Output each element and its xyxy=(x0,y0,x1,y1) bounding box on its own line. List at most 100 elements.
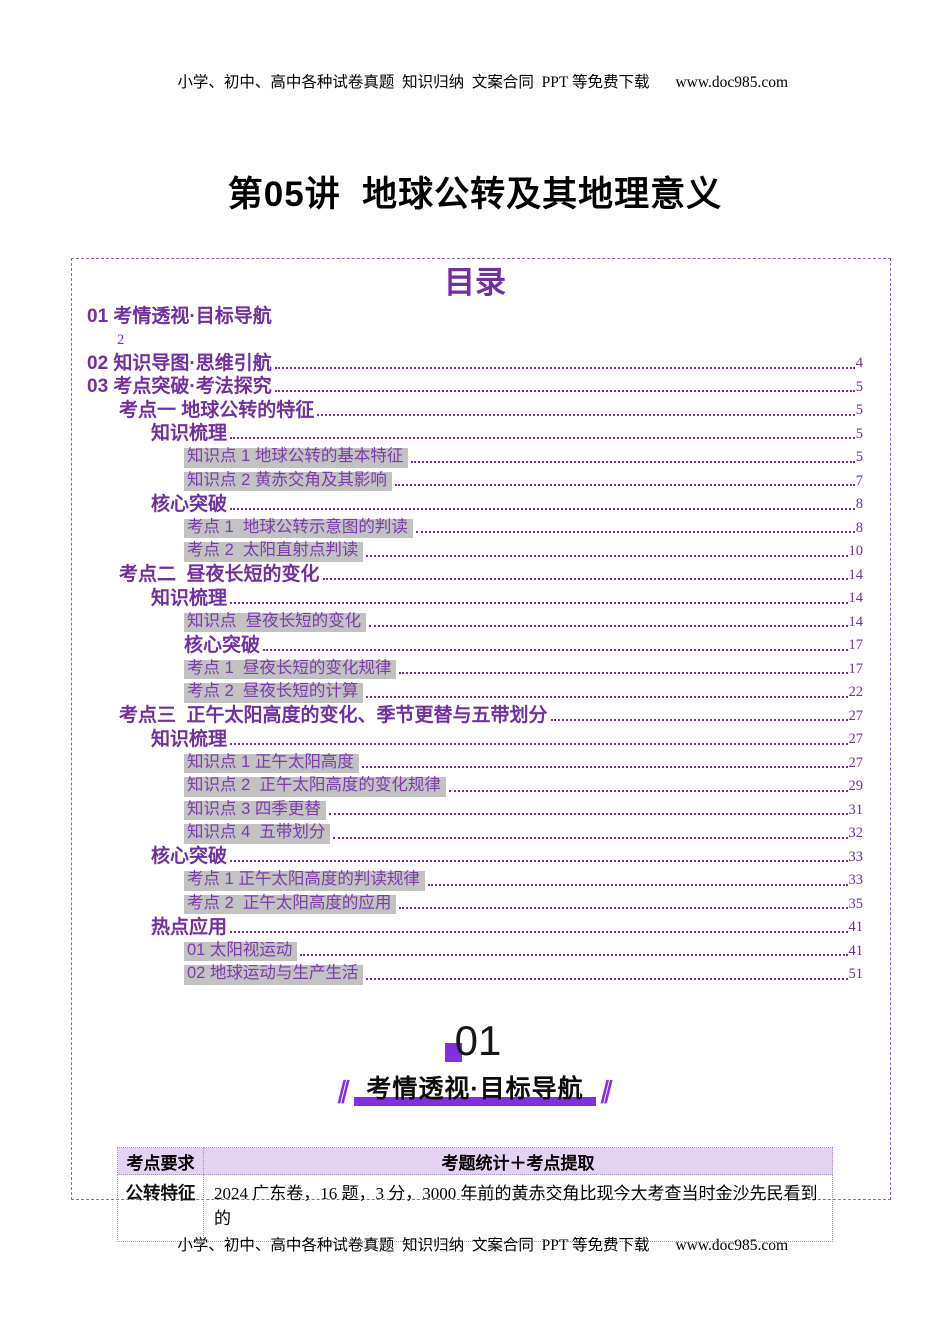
toc-entry[interactable]: 知识梳理 14 xyxy=(71,585,893,609)
toc-entry-label: 核心突破 xyxy=(151,846,228,868)
toc-dot-leader xyxy=(263,648,848,651)
header-promo-text: 小学、初中、高中各种试卷真题 知识归纳 文案合同 PPT 等免费下载 xyxy=(177,74,650,91)
toc-page-number: 51 xyxy=(848,966,864,982)
toc-entry[interactable]: 知识点 4 五带划分 32 xyxy=(71,820,893,844)
toc-entry[interactable]: 考点 1 昼夜长短的变化规律 17 xyxy=(71,656,893,679)
toc-entry[interactable]: 02 地球运动与生产生活 51 xyxy=(71,961,893,985)
toc-page-number: 27 xyxy=(848,731,864,747)
toc-entry-page-line: 2 xyxy=(71,327,893,351)
toc-entry[interactable]: 考点二 昼夜长短的变化 14 xyxy=(71,562,893,586)
toc-dot-leader xyxy=(230,437,855,439)
toc-dot-leader xyxy=(333,836,848,839)
toc-entry[interactable]: 知识点 3 四季更替 31 xyxy=(71,797,893,820)
toc-dot-leader xyxy=(399,672,848,674)
toc-page-number: 14 xyxy=(848,566,864,583)
toc-dot-leader xyxy=(322,578,848,580)
toc-entry[interactable]: 01 太阳视运动 41 xyxy=(71,938,893,961)
toc-page-number: 4 xyxy=(855,355,863,371)
toc-entry[interactable]: 知识点 1 正午太阳高度 27 xyxy=(71,750,893,773)
toc-dot-leader xyxy=(317,413,855,416)
toc-entry[interactable]: 考点 1 地球公转示意图的判读 8 xyxy=(71,515,893,538)
toc-page-number: 32 xyxy=(848,825,864,841)
toc-entry[interactable]: 考点 2 正午太阳高度的应用 35 xyxy=(71,891,893,914)
toc-entry[interactable]: 核心突破 8 xyxy=(71,491,893,515)
toc-page-number: 8 xyxy=(855,496,863,512)
toc-page-number: 10 xyxy=(848,543,864,559)
toc-entry-label: 知识点 2 黄赤交角及其影响 xyxy=(184,471,392,491)
toc-entry-label: 考点 2 正午太阳高度的应用 xyxy=(184,894,397,914)
table-header-row: 考点要求 考题统计＋考点提取 xyxy=(117,1147,833,1175)
toc-entry[interactable]: 02 知识导图·思维引航 4 xyxy=(71,350,893,374)
toc-dot-leader xyxy=(361,766,848,768)
toc-dot-leader xyxy=(230,860,848,862)
toc-dot-leader xyxy=(366,695,848,698)
toc-page-number: 27 xyxy=(848,707,864,724)
toc-entry[interactable]: 考点三 正午太阳高度的变化、季节更替与五带划分 27 xyxy=(71,703,893,727)
toc-entry-label: 知识点 昼夜长短的变化 xyxy=(184,612,367,632)
header-site-link[interactable]: www.doc985.com xyxy=(675,74,789,91)
table-cell-requirement: 公转特征 xyxy=(117,1174,204,1242)
doc-title: 第05讲 地球公转及其地理意义 xyxy=(227,175,723,214)
toc-page-number: 33 xyxy=(848,872,864,888)
toc-entry-label: 核心突破 xyxy=(184,634,261,656)
toc-entry[interactable]: 知识梳理 5 xyxy=(71,421,893,445)
toc-dot-leader xyxy=(550,719,848,721)
toc-list: 01 考情透视·目标导航 2 02 知识导图·思维引航 4 03 考点突破·考法探究 5 考… xyxy=(71,303,893,985)
toc-entry[interactable]: 考点一 地球公转的特征 5 xyxy=(71,397,893,421)
toc-entry[interactable]: 知识点 2 正午太阳高度的变化规律 29 xyxy=(71,773,893,797)
toc-entry-label: 知识点 2 正午太阳高度的变化规律 xyxy=(184,776,446,797)
toc-entry-label: 考点 2 昼夜长短的计算 xyxy=(184,682,364,703)
toc-entry-label: 考点三 正午太阳高度的变化、季节更替与五带划分 xyxy=(119,705,548,727)
exam-stats-table: 考点要求 考题统计＋考点提取 公转特征 2024 广东卷，16 题，3 分，300… xyxy=(117,1147,833,1242)
table-header-requirement: 考点要求 xyxy=(117,1147,204,1175)
toc-entry-label: 考点二 昼夜长短的变化 xyxy=(119,564,320,586)
toc-entry[interactable]: 考点 1 正午太阳高度的判读规律 33 xyxy=(71,867,893,891)
toc-page-number: 22 xyxy=(848,684,864,700)
toc-dot-leader xyxy=(411,460,855,463)
toc-dot-leader xyxy=(366,554,848,557)
toc-entry[interactable]: 知识点 昼夜长短的变化 14 xyxy=(71,609,893,632)
toc-entry-label: 考点 1 昼夜长短的变化规律 xyxy=(184,659,397,679)
toc-entry[interactable]: 知识梳理 27 xyxy=(71,726,893,750)
toc-page-number: 41 xyxy=(848,919,864,935)
section-number: 01 xyxy=(444,1020,501,1062)
toc-page-number: 27 xyxy=(848,754,864,771)
toc-dot-leader xyxy=(230,930,848,933)
toc-page-number: 7 xyxy=(855,472,863,489)
toc-page-number: 5 xyxy=(855,378,863,395)
toc-page-number: 17 xyxy=(848,637,864,653)
toc-page-number: 5 xyxy=(855,425,863,442)
toc-page-number: 14 xyxy=(848,613,864,630)
toc-entry[interactable]: 考点 2 太阳直射点判读 10 xyxy=(71,538,893,562)
toc-entry-label: 知识梳理 xyxy=(151,587,228,609)
toc-page-number: 41 xyxy=(848,942,864,959)
toc-page-number: 8 xyxy=(855,519,863,536)
toc-dot-leader xyxy=(230,742,848,745)
toc-entry-label: 01 太阳视运动 xyxy=(184,941,298,961)
toc-entry-label: 考点一 地球公转的特征 xyxy=(119,399,315,421)
toc-entry-label: 02 地球运动与生产生活 xyxy=(184,964,364,985)
toc-title: 目录 xyxy=(444,265,506,300)
toc-entry[interactable]: 01 考情透视·目标导航 xyxy=(71,303,893,327)
toc-entry[interactable]: 核心突破 33 xyxy=(71,844,893,868)
toc-entry[interactable]: 知识点 2 黄赤交角及其影响 7 xyxy=(71,468,893,491)
table-cell-stats: 2024 广东卷，16 题，3 分，3000 年前的黄赤交角比现今大考查当时金沙… xyxy=(203,1174,833,1242)
toc-page-number: 33 xyxy=(848,848,864,865)
footer-site-link[interactable]: www.doc985.com xyxy=(675,1237,789,1254)
toc-dot-leader xyxy=(369,625,848,627)
toc-entry-label: 考点 1 地球公转示意图的判读 xyxy=(184,518,413,538)
toc-entry[interactable]: 03 考点突破·考法探究 5 xyxy=(71,374,893,398)
toc-entry[interactable]: 热点应用 41 xyxy=(71,914,893,938)
toc-entry[interactable]: 核心突破 17 xyxy=(71,632,893,656)
section-title: 考情透视·目标导航 xyxy=(354,1069,596,1106)
toc-dot-leader xyxy=(399,907,848,909)
toc-dot-leader xyxy=(300,954,848,956)
table-row: 公转特征 2024 广东卷，16 题，3 分，3000 年前的黄赤交角比现今大考查… xyxy=(117,1174,833,1242)
toc-entry[interactable]: 考点 2 昼夜长短的计算 22 xyxy=(71,679,893,703)
toc-entry-label: 核心突破 xyxy=(151,493,228,515)
toc-entry-label: 知识梳理 xyxy=(151,728,228,750)
toc-dot-leader xyxy=(328,813,848,815)
toc-entry-label: 知识点 3 四季更替 xyxy=(184,800,326,820)
toc-entry-label: 知识梳理 xyxy=(151,423,228,445)
toc-entry[interactable]: 知识点 1 地球公转的基本特征 5 xyxy=(71,444,893,468)
